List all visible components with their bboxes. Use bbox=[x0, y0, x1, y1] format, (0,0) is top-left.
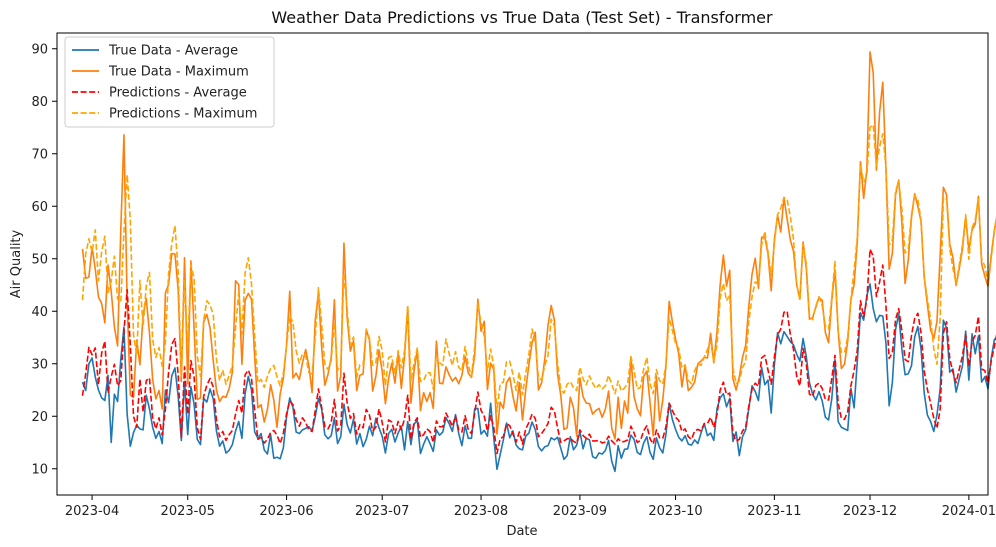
legend-box bbox=[64, 36, 275, 128]
y-axis-title: Air Quality bbox=[9, 229, 24, 298]
series-line-3 bbox=[81, 248, 996, 455]
plot-frame bbox=[56, 32, 989, 496]
legend-label: Predictions - Average bbox=[109, 86, 247, 101]
x-tick-label: 2023-05 bbox=[161, 504, 215, 519]
x-tick-label: 2023-11 bbox=[747, 504, 801, 519]
y-tick-label: 50 bbox=[31, 252, 48, 267]
series-line-4 bbox=[81, 124, 996, 413]
legend: True Data - Average True Data - Maximum Pr… bbox=[64, 36, 275, 128]
x-tick-label: 2023-04 bbox=[65, 504, 119, 519]
series-line-1 bbox=[81, 283, 996, 473]
y-axis: 10 20 30 40 50 60 70 80 90 bbox=[31, 42, 57, 477]
x-tick-label: 2023-10 bbox=[648, 504, 702, 519]
y-tick-label: 30 bbox=[31, 357, 48, 372]
y-tick-label: 80 bbox=[31, 95, 48, 110]
y-tick-label: 90 bbox=[31, 42, 48, 57]
x-axis-title: Date bbox=[506, 524, 537, 539]
plot-area bbox=[81, 51, 996, 473]
x-tick-label: 2023-08 bbox=[454, 504, 508, 519]
y-tick-label: 10 bbox=[31, 462, 48, 477]
x-tick-label: 2023-07 bbox=[355, 504, 409, 519]
x-axis: 2023-04 2023-05 2023-06 2023-07 2023-08 2023-… bbox=[65, 495, 996, 519]
y-tick-label: 20 bbox=[31, 410, 48, 425]
chart-title: Weather Data Predictions vs True Data (T… bbox=[271, 8, 773, 27]
x-tick-label: 2023-09 bbox=[553, 504, 607, 519]
x-tick-label: 2024-01 bbox=[942, 504, 996, 519]
x-tick-label: 2023-06 bbox=[259, 504, 313, 519]
x-tick-label: 2023-12 bbox=[843, 504, 897, 519]
y-tick-label: 60 bbox=[31, 200, 48, 215]
legend-label: Predictions - Maximum bbox=[109, 107, 257, 122]
y-tick-label: 40 bbox=[31, 305, 48, 320]
legend-label: True Data - Maximum bbox=[108, 65, 249, 80]
y-tick-label: 70 bbox=[31, 147, 48, 162]
legend-label: True Data - Average bbox=[108, 44, 238, 59]
